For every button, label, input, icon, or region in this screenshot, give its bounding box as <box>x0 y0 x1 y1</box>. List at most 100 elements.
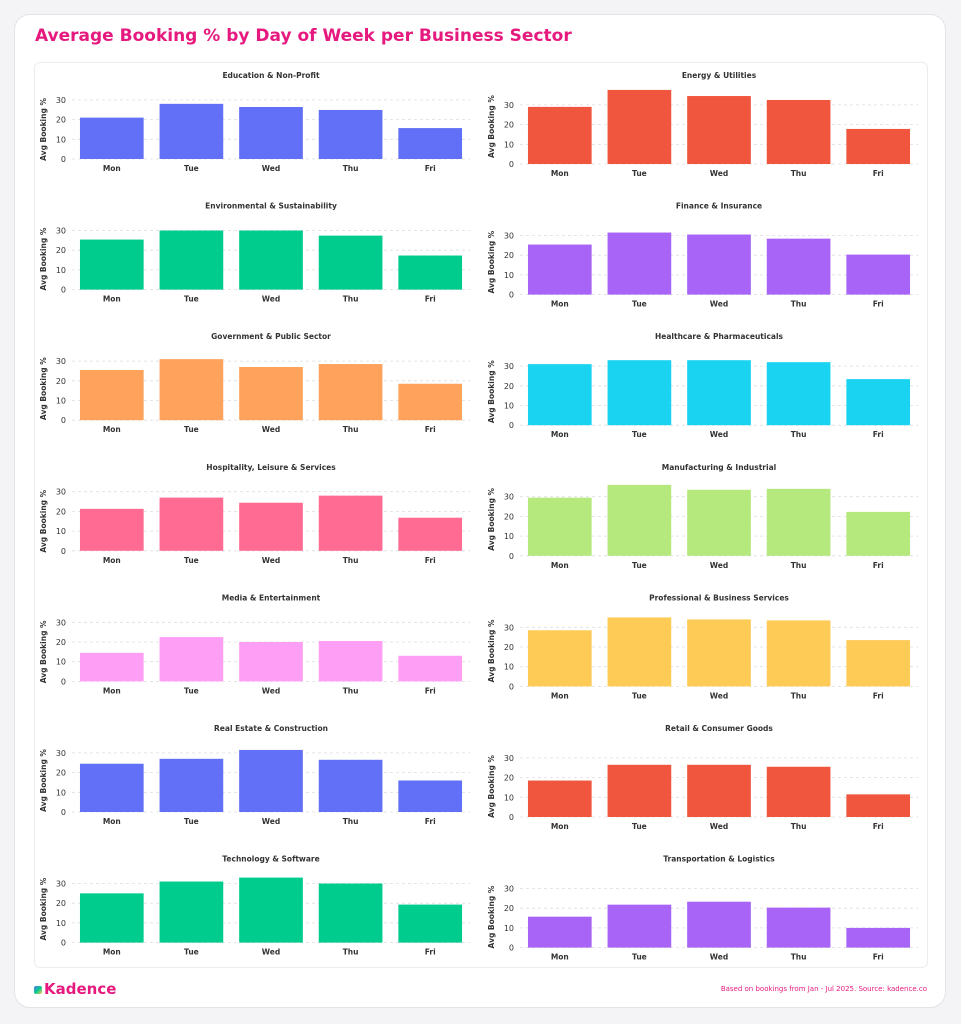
bar <box>607 232 672 295</box>
y-tick-label: 0 <box>61 547 66 556</box>
chart-title: Transportation & Logistics <box>663 855 775 864</box>
chart-title: Professional & Business Services <box>649 593 789 602</box>
y-tick-label: 0 <box>509 552 514 561</box>
x-tick-label: Mon <box>103 295 121 304</box>
bar <box>239 642 303 682</box>
x-tick-label: Tue <box>632 561 647 570</box>
bar <box>766 620 831 687</box>
y-tick-label: 30 <box>56 749 66 758</box>
bar <box>687 489 751 556</box>
x-tick-label: Tue <box>632 300 647 309</box>
y-tick-label: 0 <box>61 677 66 686</box>
y-tick-label: 20 <box>56 507 66 516</box>
y-tick-label: 0 <box>61 416 66 425</box>
bar <box>398 255 463 290</box>
x-tick-label: Thu <box>343 425 359 434</box>
x-tick-label: Fri <box>425 295 436 304</box>
y-tick-label: 10 <box>504 924 514 933</box>
x-tick-label: Thu <box>343 948 359 957</box>
x-tick-label: Mon <box>551 822 569 831</box>
x-tick-label: Mon <box>551 430 569 439</box>
y-axis-label: Avg Booking % <box>487 487 496 550</box>
bar <box>159 359 224 421</box>
chart-title: Retail & Consumer Goods <box>665 724 773 733</box>
bar <box>159 497 224 551</box>
y-tick-label: 30 <box>504 885 514 894</box>
x-tick-label: Fri <box>873 300 884 309</box>
bar <box>79 508 144 551</box>
bar <box>607 764 672 817</box>
bar <box>318 109 383 159</box>
y-tick-label: 0 <box>61 808 66 817</box>
x-tick-label: Thu <box>791 169 807 178</box>
x-tick-label: Mon <box>103 425 121 434</box>
y-axis-label: Avg Booking % <box>39 489 48 552</box>
y-tick-label: 10 <box>504 532 514 541</box>
y-tick-label: 20 <box>56 116 66 125</box>
x-tick-label: Thu <box>343 817 359 826</box>
bar <box>846 640 911 687</box>
bar <box>766 766 831 817</box>
chart-panel <box>34 62 928 968</box>
x-tick-label: Mon <box>103 164 121 173</box>
bar <box>79 763 144 812</box>
bar <box>79 369 144 421</box>
x-tick-label: Mon <box>103 686 121 695</box>
x-tick-label: Tue <box>632 691 647 700</box>
x-tick-label: Fri <box>425 556 436 565</box>
y-tick-label: 30 <box>56 96 66 105</box>
y-tick-label: 30 <box>504 232 514 241</box>
x-tick-label: Wed <box>710 953 728 962</box>
page-title: Average Booking % by Day of Week per Bus… <box>35 26 572 46</box>
y-tick-label: 0 <box>61 286 66 295</box>
x-tick-label: Fri <box>425 817 436 826</box>
y-tick-label: 0 <box>61 939 66 948</box>
y-tick-label: 20 <box>504 904 514 913</box>
x-tick-label: Wed <box>710 561 728 570</box>
x-tick-label: Fri <box>873 691 884 700</box>
x-tick-label: Tue <box>184 556 199 565</box>
y-tick-label: 30 <box>504 623 514 632</box>
x-tick-label: Thu <box>343 556 359 565</box>
bar <box>398 655 463 682</box>
x-tick-label: Thu <box>791 953 807 962</box>
x-tick-label: Fri <box>425 948 436 957</box>
x-tick-label: Tue <box>184 817 199 826</box>
x-tick-label: Fri <box>873 169 884 178</box>
x-tick-label: Mon <box>551 561 569 570</box>
bar <box>398 383 463 421</box>
x-tick-label: Tue <box>632 953 647 962</box>
x-tick-label: Fri <box>873 561 884 570</box>
bar <box>398 128 463 159</box>
bar <box>607 484 672 556</box>
bar <box>687 764 751 817</box>
bar <box>527 106 592 164</box>
bar <box>846 794 911 817</box>
x-tick-label: Fri <box>425 425 436 434</box>
y-tick-label: 10 <box>56 527 66 536</box>
bar <box>687 234 751 295</box>
y-tick-label: 10 <box>504 793 514 802</box>
x-tick-label: Fri <box>873 822 884 831</box>
y-axis-label: Avg Booking % <box>487 360 496 423</box>
y-tick-label: 10 <box>56 919 66 928</box>
bar <box>527 244 592 295</box>
y-tick-label: 10 <box>56 788 66 797</box>
x-tick-label: Mon <box>551 691 569 700</box>
chart-title: Environmental & Sustainability <box>205 202 337 211</box>
x-tick-label: Thu <box>791 691 807 700</box>
x-tick-label: Tue <box>632 169 647 178</box>
bar <box>79 239 144 290</box>
chart-title: Technology & Software <box>222 855 319 864</box>
x-tick-label: Wed <box>262 948 280 957</box>
bar <box>318 641 383 682</box>
bar <box>607 904 672 948</box>
y-axis-label: Avg Booking % <box>487 619 496 682</box>
y-tick-label: 0 <box>61 155 66 164</box>
chart-title: Energy & Utilities <box>682 71 757 80</box>
x-tick-label: Fri <box>425 686 436 695</box>
y-tick-label: 0 <box>509 944 514 953</box>
y-axis-label: Avg Booking % <box>39 749 48 812</box>
x-tick-label: Fri <box>425 164 436 173</box>
